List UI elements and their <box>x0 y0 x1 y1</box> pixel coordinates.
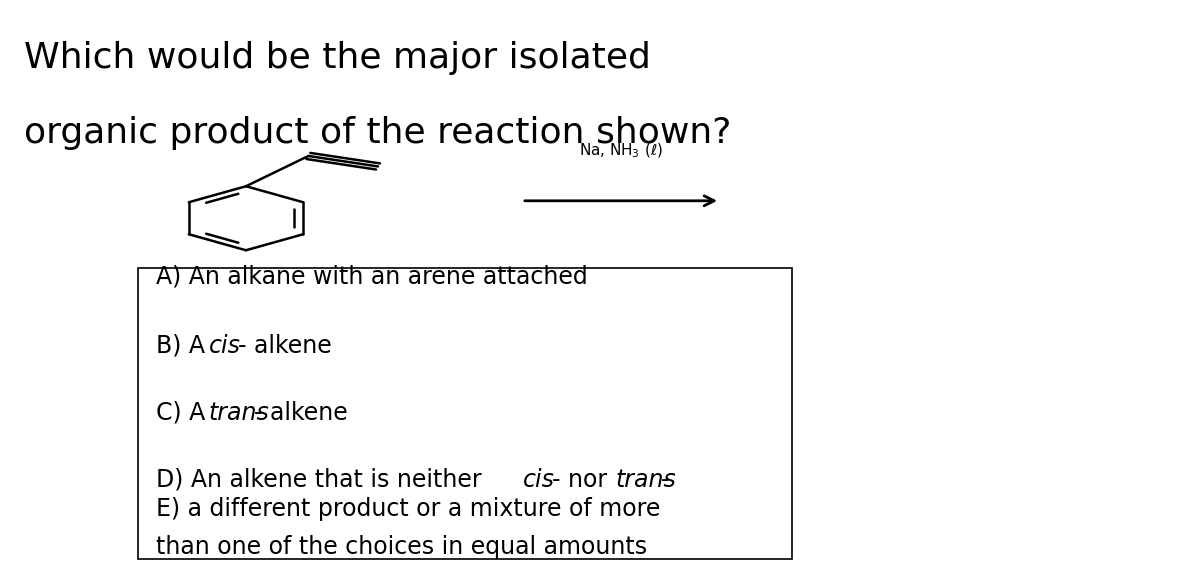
Text: cis: cis <box>209 334 241 358</box>
Text: cis: cis <box>523 468 556 492</box>
Text: A) An alkane with an arene attached: A) An alkane with an arene attached <box>156 264 588 288</box>
Text: Na, NH$_3$ ($\it{\ell}$): Na, NH$_3$ ($\it{\ell}$) <box>580 141 662 160</box>
Text: trans: trans <box>616 468 677 492</box>
Text: - alkene: - alkene <box>254 401 348 425</box>
Text: organic product of the reaction shown?: organic product of the reaction shown? <box>24 116 731 150</box>
Text: -: - <box>661 468 670 492</box>
Text: than one of the choices in equal amounts: than one of the choices in equal amounts <box>156 535 647 559</box>
Text: trans: trans <box>209 401 270 425</box>
FancyBboxPatch shape <box>138 268 792 559</box>
Text: - nor: - nor <box>552 468 614 492</box>
Text: B) A: B) A <box>156 334 212 358</box>
Text: - alkene: - alkene <box>238 334 331 358</box>
Text: E) a different product or a mixture of more: E) a different product or a mixture of m… <box>156 497 660 521</box>
Text: C) A: C) A <box>156 401 212 425</box>
Text: Which would be the major isolated: Which would be the major isolated <box>24 41 650 74</box>
Text: D) An alkene that is neither: D) An alkene that is neither <box>156 468 490 492</box>
